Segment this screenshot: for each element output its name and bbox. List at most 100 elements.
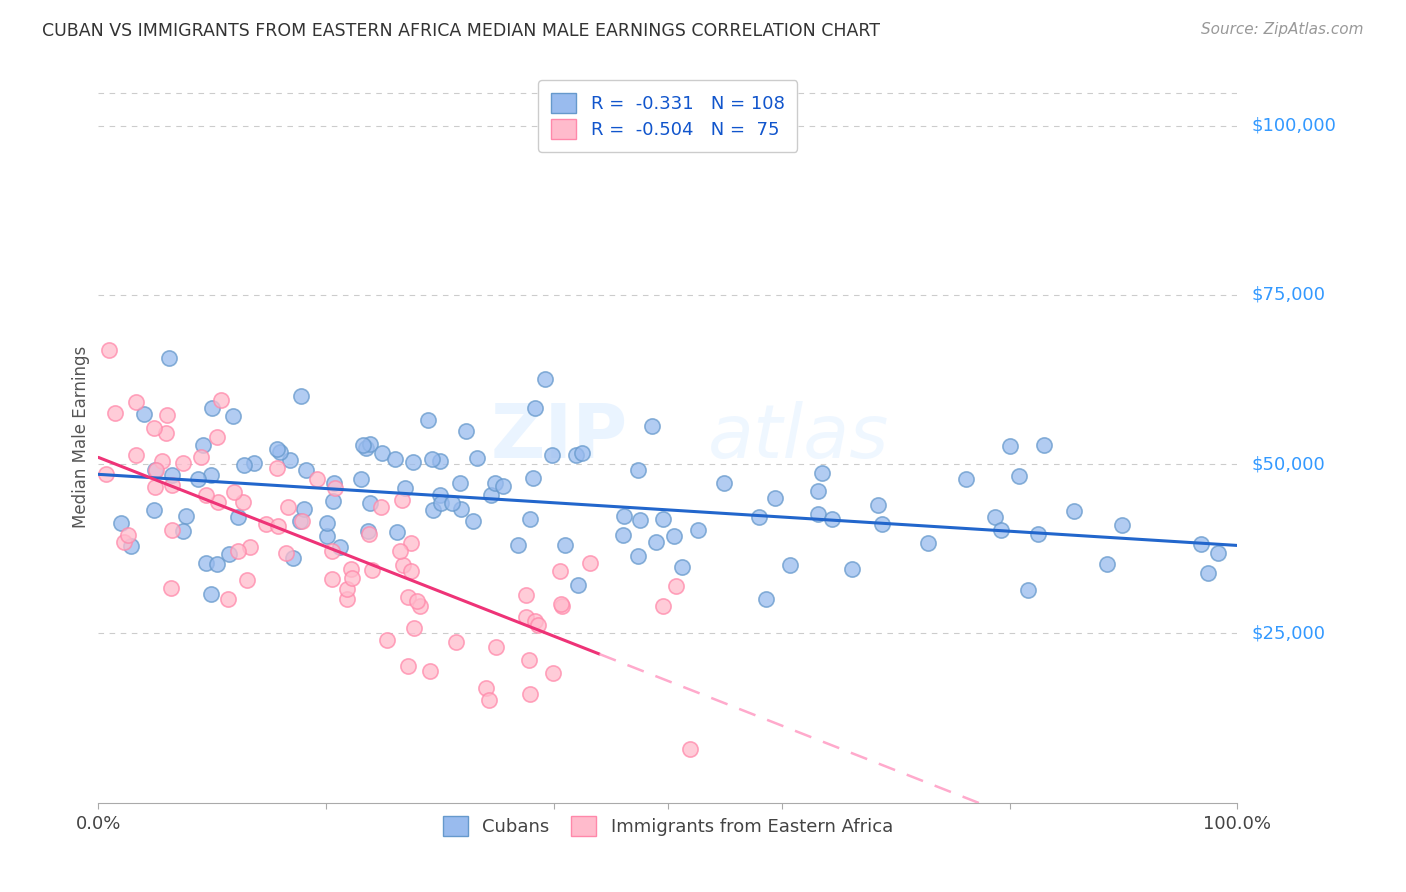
Point — [305, 472, 328, 486]
Point — [97, 343, 120, 358]
Legend: Cubans, Immigrants from Eastern Africa: Cubans, Immigrants from Eastern Africa — [430, 804, 905, 848]
Point — [567, 578, 589, 592]
Point — [641, 418, 664, 433]
Point — [1033, 438, 1056, 452]
Point — [391, 493, 413, 508]
Point — [143, 480, 166, 494]
Point — [145, 463, 167, 477]
Point — [450, 501, 472, 516]
Point — [662, 528, 685, 542]
Point — [406, 594, 429, 608]
Text: ZIP: ZIP — [491, 401, 628, 474]
Point — [156, 408, 179, 422]
Point — [315, 529, 337, 543]
Point — [628, 513, 651, 527]
Point — [104, 406, 127, 420]
Point — [671, 560, 693, 574]
Point — [281, 551, 304, 566]
Point — [357, 527, 380, 541]
Point — [323, 475, 346, 490]
Point — [519, 653, 541, 667]
Point — [519, 686, 541, 700]
Point — [222, 485, 245, 500]
Point — [201, 401, 224, 415]
Point — [440, 495, 463, 509]
Point — [429, 488, 451, 502]
Point — [350, 472, 373, 486]
Point — [200, 587, 222, 601]
Point — [96, 467, 118, 481]
Point — [811, 466, 834, 480]
Point — [162, 467, 184, 482]
Point — [578, 556, 600, 570]
Point — [399, 564, 422, 578]
Point — [461, 514, 484, 528]
Point — [524, 614, 547, 628]
Point — [548, 564, 571, 578]
Point — [422, 502, 444, 516]
Point — [124, 449, 146, 463]
Point — [394, 481, 416, 495]
Point — [763, 491, 786, 505]
Point — [277, 500, 299, 514]
Point — [540, 448, 562, 462]
Point — [866, 498, 889, 512]
Point — [329, 541, 352, 555]
Point — [679, 741, 702, 756]
Point — [755, 592, 778, 607]
Point — [713, 476, 735, 491]
Text: atlas: atlas — [707, 401, 889, 473]
Point — [409, 599, 432, 613]
Point — [485, 640, 508, 655]
Point — [665, 579, 688, 593]
Point — [278, 452, 301, 467]
Point — [205, 429, 228, 443]
Point — [990, 523, 1012, 537]
Point — [207, 494, 229, 508]
Point — [524, 401, 547, 415]
Text: Source: ZipAtlas.com: Source: ZipAtlas.com — [1201, 22, 1364, 37]
Point — [200, 467, 222, 482]
Point — [550, 597, 572, 611]
Point — [399, 536, 422, 550]
Point — [420, 452, 443, 467]
Point — [143, 503, 166, 517]
Point — [162, 478, 184, 492]
Point — [1197, 566, 1219, 580]
Point — [917, 535, 939, 549]
Point — [155, 425, 177, 440]
Point — [484, 475, 506, 490]
Point — [321, 494, 343, 508]
Point — [522, 471, 544, 485]
Point — [187, 472, 209, 486]
Y-axis label: Median Male Earnings: Median Male Earnings — [72, 346, 90, 528]
Point — [340, 571, 363, 585]
Point — [217, 591, 239, 606]
Point — [150, 454, 173, 468]
Point — [392, 558, 415, 573]
Point — [456, 424, 478, 438]
Point — [292, 502, 315, 516]
Point — [541, 665, 564, 680]
Point — [551, 599, 574, 613]
Point — [172, 524, 194, 539]
Point — [984, 510, 1007, 524]
Point — [554, 538, 576, 552]
Point — [236, 574, 259, 588]
Point — [571, 446, 593, 460]
Point — [807, 507, 830, 521]
Text: $100,000: $100,000 — [1251, 117, 1336, 135]
Point — [419, 664, 441, 678]
Point — [266, 518, 288, 533]
Point — [1008, 468, 1031, 483]
Point — [143, 420, 166, 434]
Point — [526, 618, 548, 632]
Point — [356, 441, 378, 455]
Point — [209, 392, 232, 407]
Point — [404, 621, 426, 635]
Point — [377, 633, 399, 648]
Point — [612, 528, 634, 542]
Point — [478, 693, 501, 707]
Point — [226, 510, 249, 524]
Point — [361, 563, 384, 577]
